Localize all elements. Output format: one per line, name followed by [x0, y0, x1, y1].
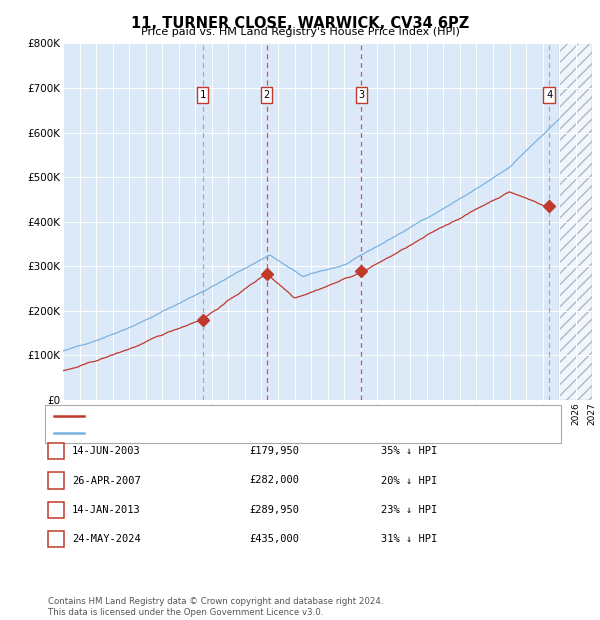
- Text: 35% ↓ HPI: 35% ↓ HPI: [381, 446, 437, 456]
- Text: 20% ↓ HPI: 20% ↓ HPI: [381, 476, 437, 485]
- Text: 1: 1: [53, 446, 59, 456]
- Text: 4: 4: [546, 90, 553, 100]
- Text: 2: 2: [53, 476, 59, 485]
- Text: 23% ↓ HPI: 23% ↓ HPI: [381, 505, 437, 515]
- Text: 24-MAY-2024: 24-MAY-2024: [72, 534, 141, 544]
- Text: 4: 4: [53, 534, 59, 544]
- Text: £282,000: £282,000: [249, 476, 299, 485]
- Text: 26-APR-2007: 26-APR-2007: [72, 476, 141, 485]
- Text: £179,950: £179,950: [249, 446, 299, 456]
- Text: £289,950: £289,950: [249, 505, 299, 515]
- Text: Contains HM Land Registry data © Crown copyright and database right 2024.
This d: Contains HM Land Registry data © Crown c…: [48, 598, 383, 617]
- Text: £435,000: £435,000: [249, 534, 299, 544]
- Text: 11, TURNER CLOSE, WARWICK, CV34 6PZ: 11, TURNER CLOSE, WARWICK, CV34 6PZ: [131, 16, 469, 30]
- Text: 14-JUN-2003: 14-JUN-2003: [72, 446, 141, 456]
- Text: 3: 3: [53, 505, 59, 515]
- Text: 1: 1: [200, 90, 206, 100]
- Text: 31% ↓ HPI: 31% ↓ HPI: [381, 534, 437, 544]
- Text: 14-JAN-2013: 14-JAN-2013: [72, 505, 141, 515]
- Text: Price paid vs. HM Land Registry's House Price Index (HPI): Price paid vs. HM Land Registry's House …: [140, 27, 460, 37]
- Text: HPI: Average price, detached house, Warwick: HPI: Average price, detached house, Warw…: [88, 428, 325, 438]
- Text: 3: 3: [358, 90, 364, 100]
- Text: 11, TURNER CLOSE, WARWICK, CV34 6PZ (detached house): 11, TURNER CLOSE, WARWICK, CV34 6PZ (det…: [88, 410, 398, 420]
- Text: 2: 2: [263, 90, 270, 100]
